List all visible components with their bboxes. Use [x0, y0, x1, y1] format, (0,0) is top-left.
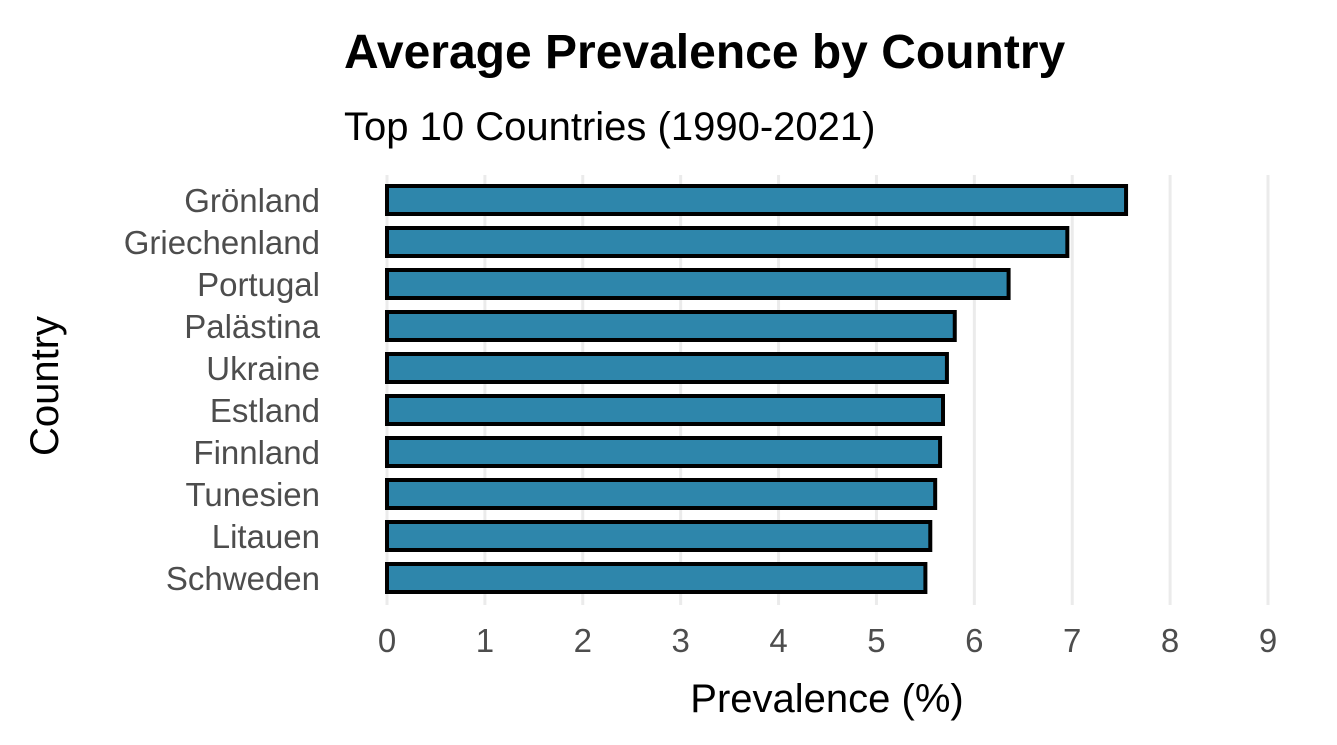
x-tick-label: 6: [965, 622, 983, 659]
y-tick-label: Ukraine: [206, 350, 320, 387]
y-tick-label: Tunesien: [185, 476, 320, 513]
chart-subtitle: Top 10 Countries (1990-2021): [344, 105, 875, 149]
bar: [385, 562, 928, 594]
y-tick-label: Finnland: [193, 434, 320, 471]
x-tick-label: 9: [1259, 622, 1277, 659]
x-axis-title: Prevalence (%): [690, 677, 963, 721]
x-tick-label: 3: [671, 622, 689, 659]
y-tick-label: Litauen: [212, 518, 320, 555]
y-axis-title: Country: [23, 316, 67, 456]
bar: [385, 184, 1129, 216]
x-tick-label: 7: [1063, 622, 1081, 659]
bar: [385, 352, 949, 384]
bar: [385, 394, 946, 426]
x-tick-label: 5: [867, 622, 885, 659]
y-tick-labels: Grönland Griechenland Portugal Palästina Ukr…: [124, 182, 321, 597]
x-tick-labels: 0 1 2 3 4 5 6 7 8 9: [378, 622, 1277, 659]
bar: [385, 436, 943, 468]
y-tick-label: Grönland: [184, 182, 320, 219]
bar: [385, 478, 938, 510]
y-tick-label: Estland: [210, 392, 320, 429]
x-tick-label: 8: [1161, 622, 1179, 659]
bars: [385, 184, 1129, 594]
y-tick-label: Portugal: [197, 266, 320, 303]
y-tick-label: Griechenland: [124, 224, 320, 261]
bar: [385, 226, 1070, 258]
x-tick-label: 2: [574, 622, 592, 659]
bar: [385, 268, 1011, 300]
x-tick-label: 4: [769, 622, 787, 659]
x-tick-label: 1: [476, 622, 494, 659]
y-tick-label: Palästina: [184, 308, 320, 345]
y-tick-label: Schweden: [166, 560, 320, 597]
bar: [385, 310, 957, 342]
x-tick-label: 0: [378, 622, 396, 659]
bar: [385, 520, 933, 552]
chart-title: Average Prevalence by Country: [344, 26, 1066, 79]
